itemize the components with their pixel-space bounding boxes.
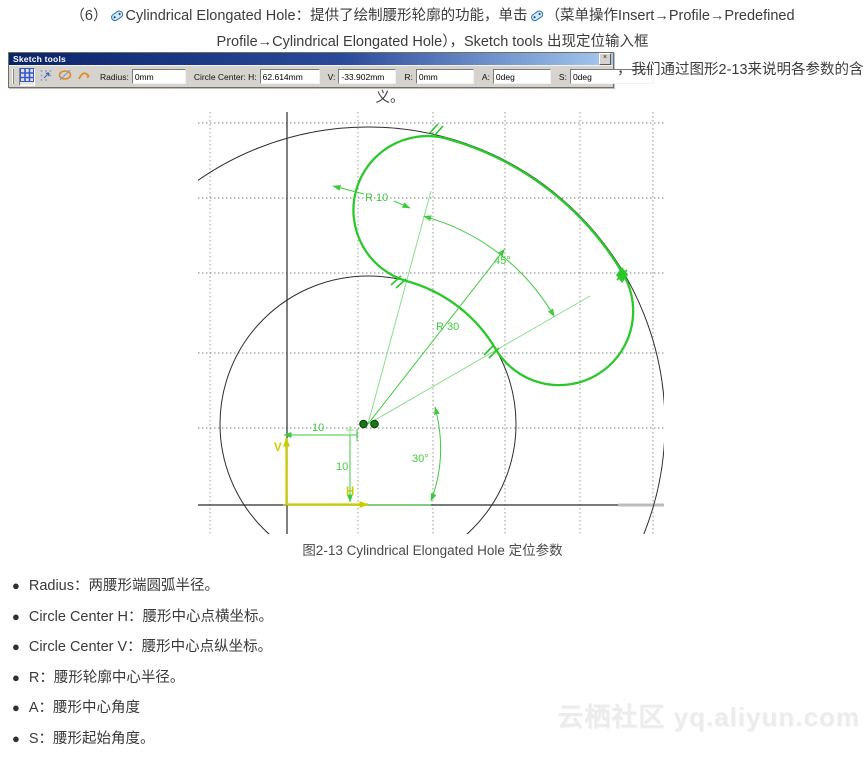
bullet-dot: ● (12, 700, 20, 715)
list-item: ● S：腰形起始角度。 (10, 727, 273, 748)
list-item-text: S：腰形起始角度。 (28, 730, 155, 747)
coincidence-marks (390, 123, 628, 359)
construction-rays (346, 190, 591, 434)
snap-to-point-button[interactable] (38, 67, 54, 86)
construction-element-button[interactable] (57, 67, 73, 86)
h-offset-label: 10 (312, 422, 324, 434)
radius-field-label: Radius: (100, 71, 129, 82)
bullet-dot: ● (12, 669, 20, 685)
inner-construction-circle (219, 275, 517, 573)
snap-to-point-icon (39, 68, 53, 85)
angle-s-arc (430, 406, 442, 502)
bullet-dot: ● (12, 730, 20, 746)
angle-a-label: 45° (494, 255, 511, 267)
elongated-hole-icon (529, 8, 545, 31)
radius-dim-label: R 10 (365, 192, 388, 204)
list-item: ● Circle Center H：腰形中心点横坐标。 (10, 605, 273, 626)
intro-continuation-2: 义。 (375, 90, 405, 106)
list-item-text: Circle Center V：腰形中心点纵坐标。 (28, 639, 273, 655)
h-axis-label: H (346, 486, 354, 498)
parameter-list: ● Radius：两腰形端圆弧半径。 ● Circle Center H：腰形中心点… (10, 574, 273, 757)
outer-construction-circle (70, 126, 666, 722)
tangency-diamond (616, 267, 628, 283)
r30-dimension-line (367, 248, 506, 425)
intro-continuation: ，我们通过图形2-13来说明各参数的含 (617, 62, 864, 78)
toolbar-body: Radius: Circle Center: H: V: R: A: S: (9, 65, 654, 87)
a-field-label: A: (481, 71, 490, 82)
arc-icon (77, 68, 91, 85)
toolbar-titlebar[interactable]: Sketch tools × (9, 53, 613, 65)
a-input[interactable] (492, 69, 551, 84)
circle-center-h-input[interactable] (259, 69, 320, 84)
sketch-canvas: R 10 R 30 45° 30° 10 10 H V (70, 112, 666, 722)
list-item-text: R：腰形轮廓中心半径。 (28, 669, 185, 686)
origin-axes (283, 437, 369, 508)
r10-leader-right (393, 200, 411, 209)
r10-leader-left (332, 184, 365, 195)
sketch-tools-toolbar: Sketch tools × Radius: Circle Center: H:… (8, 52, 654, 88)
radius-input[interactable] (131, 69, 186, 84)
toolbar-drag-handle[interactable] (12, 69, 14, 84)
bullet-dot: ● (12, 578, 20, 593)
bullet-dot: ● (12, 639, 20, 654)
watermark: 云栖社区 yq.aliyun.com (557, 702, 860, 732)
s-input[interactable] (569, 69, 654, 84)
angle-s-label: 30° (412, 453, 429, 465)
toolbar-title: Sketch tools (13, 54, 66, 64)
close-icon[interactable]: × (599, 53, 611, 65)
construction-element-icon (58, 68, 72, 85)
grid-lines (198, 112, 664, 534)
list-item-text: Circle Center H：腰形中心点横坐标。 (28, 608, 273, 625)
circle-center-h-label: Circle Center: H: (193, 71, 257, 82)
list-item: ● Radius：两腰形端圆弧半径。 (10, 574, 273, 595)
intro-line-2: Profile→Cylindrical Elongated Hole），Sket… (216, 34, 649, 50)
intro-item-number: （6） (70, 8, 108, 24)
v-axis-label: V (274, 442, 282, 454)
elongated-hole-icon (109, 8, 125, 31)
center-radius-dim-label: R 30 (436, 321, 459, 333)
v-offset-label: 10 (336, 461, 348, 473)
intro-text-a: Cylindrical Elongated Hole：提供了绘制腰形轮廓的功能，… (125, 8, 528, 24)
arc-tool-button[interactable] (76, 67, 92, 86)
elongated-hole-profile[interactable] (352, 134, 635, 387)
figure-caption: 图2-13 Cylindrical Elongated Hole 定位参数 (302, 543, 563, 558)
circle-center-v-input[interactable] (338, 69, 397, 84)
s-field-label: S: (558, 71, 567, 82)
list-item: ● A：腰形中心角度 (10, 696, 273, 717)
slot-center-point-2[interactable] (370, 419, 379, 429)
grid-button[interactable] (19, 67, 35, 86)
list-item-text: Radius：两腰形端圆弧半径。 (28, 578, 219, 594)
figure-2-13: R 10 R 30 45° 30° 10 10 H V (70, 112, 666, 722)
angle-a-arc (423, 215, 555, 317)
grid-icon (20, 68, 34, 85)
dimension-lines (283, 184, 555, 506)
slot-center-point[interactable] (359, 419, 368, 429)
intro-line-1: （6） Cylindrical Elongated Hole：提供了绘制腰形轮廓的… (0, 5, 865, 31)
r-input[interactable] (415, 69, 474, 84)
bullet-dot: ● (12, 608, 20, 624)
intro-text-b: （菜单操作Insert→Profile→Predefined (545, 8, 795, 24)
r-field-label: R: (404, 71, 413, 82)
list-item: ● Circle Center V：腰形中心点纵坐标。 (10, 635, 273, 656)
list-item-text: A：腰形中心角度 (28, 700, 141, 716)
circle-center-v-label: V: (327, 71, 336, 82)
list-item: ● R：腰形轮廓中心半径。 (10, 666, 273, 687)
intro-paragraph: （6） Cylindrical Elongated Hole：提供了绘制腰形轮廓的… (0, 5, 865, 54)
page: { "intro": { "seg1": "（6）", "seg2": "Cyl… (0, 5, 865, 747)
